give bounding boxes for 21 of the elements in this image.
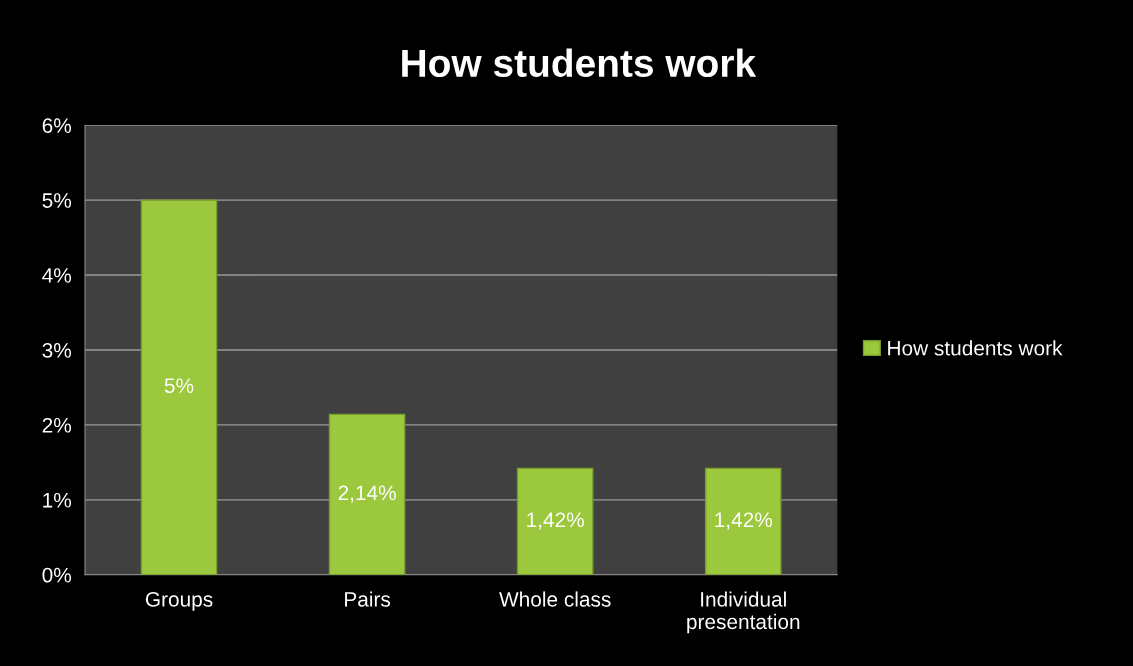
data-label: 1,42%: [715, 512, 773, 530]
x-tick-label: Individual presentation: [687, 591, 800, 634]
y-tick-label: 3%: [42, 342, 72, 358]
bar: [516, 467, 594, 575]
y-tick-label: 1%: [43, 492, 72, 508]
x-tick-label: Whole class: [499, 591, 611, 607]
bar: [140, 199, 218, 575]
bar: [328, 413, 406, 575]
y-tick-label: 0%: [42, 567, 72, 583]
y-tick-label: 6%: [42, 118, 72, 133]
y-tick-label: 2%: [42, 417, 72, 433]
data-label: 2,14%: [338, 485, 396, 503]
x-tick-label: Pairs: [345, 591, 391, 607]
bar: [704, 467, 782, 575]
x-tick-label: Groups: [145, 591, 213, 611]
legend-label: How students work: [888, 340, 1063, 356]
y-tick-label: 5%: [42, 193, 72, 208]
y-tick-label: 4%: [42, 268, 72, 283]
chart-title: How students work: [402, 48, 757, 78]
data-label: 1,42%: [527, 512, 584, 530]
data-label: 5%: [164, 378, 194, 394]
